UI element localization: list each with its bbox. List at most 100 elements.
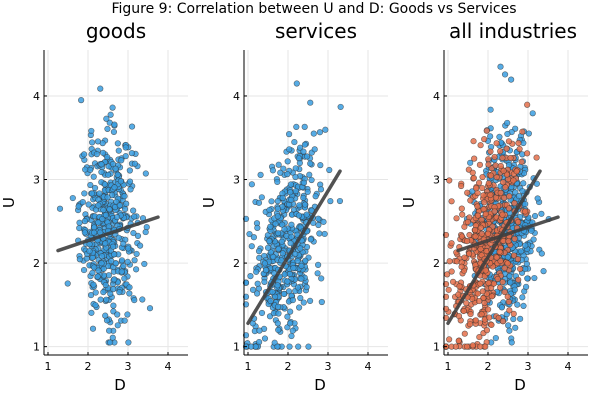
data-point — [528, 227, 535, 234]
data-point — [515, 139, 522, 147]
data-point — [131, 160, 138, 167]
data-point — [261, 260, 269, 267]
x-axis-label: D — [314, 376, 326, 394]
data-point — [109, 104, 116, 111]
data-point — [510, 177, 517, 184]
data-point — [442, 281, 450, 288]
data-point — [131, 257, 138, 264]
data-point — [111, 276, 118, 283]
data-point — [497, 284, 504, 291]
data-point — [256, 254, 263, 261]
data-point — [100, 265, 107, 272]
data-point — [297, 245, 304, 252]
data-point — [453, 215, 460, 222]
data-point — [517, 265, 524, 273]
data-point — [306, 297, 314, 305]
data-point — [76, 219, 83, 226]
data-point — [118, 157, 125, 164]
data-point — [106, 327, 113, 334]
data-point — [281, 271, 288, 278]
data-point — [463, 300, 470, 307]
data-point — [501, 288, 508, 296]
data-point — [272, 220, 279, 227]
data-point — [295, 343, 302, 350]
data-point — [292, 173, 299, 181]
data-point — [115, 234, 122, 241]
data-point — [293, 123, 300, 131]
data-point — [485, 161, 492, 168]
data-point — [301, 141, 309, 148]
data-point — [538, 250, 545, 257]
data-point — [93, 151, 100, 158]
fit-line — [56, 215, 160, 253]
data-point — [500, 179, 507, 186]
data-point — [288, 233, 295, 240]
data-point — [490, 280, 497, 287]
panel-3: 1 2 3 4 1 2 3 4 all industries D U — [400, 19, 588, 394]
data-point — [479, 173, 486, 181]
data-point — [275, 161, 282, 168]
data-point — [294, 284, 302, 291]
data-point — [487, 133, 494, 140]
data-point — [452, 343, 459, 350]
data-point — [301, 123, 308, 130]
data-point — [522, 283, 530, 290]
data-point — [472, 317, 479, 324]
data-point — [115, 147, 122, 154]
data-point — [95, 267, 102, 274]
data-point — [88, 127, 95, 135]
data-point — [301, 201, 309, 208]
data-point — [95, 202, 102, 209]
data-point — [284, 278, 291, 285]
data-point — [111, 184, 118, 191]
data-point — [122, 153, 129, 160]
data-point — [127, 186, 134, 193]
data-point — [491, 208, 498, 215]
data-point — [88, 309, 95, 316]
data-point — [293, 80, 300, 87]
data-point — [460, 307, 467, 315]
data-point — [504, 293, 511, 300]
data-point — [517, 315, 524, 322]
data-point — [307, 99, 314, 106]
data-point — [476, 297, 483, 305]
data-point — [501, 265, 508, 272]
data-point — [304, 188, 311, 196]
data-point — [242, 293, 250, 300]
data-point — [131, 297, 138, 304]
data-point — [479, 288, 486, 295]
data-point — [248, 181, 255, 188]
data-point — [296, 144, 304, 151]
data-point — [133, 250, 140, 258]
data-point — [86, 248, 93, 255]
data-point — [314, 270, 321, 277]
data-point — [501, 194, 508, 202]
y-tick-label: 2 — [233, 257, 240, 270]
data-point — [257, 171, 264, 178]
data-point — [287, 308, 294, 315]
data-point — [513, 168, 520, 175]
data-point — [305, 343, 312, 350]
data-point — [76, 256, 83, 263]
data-point — [100, 289, 107, 296]
data-point — [81, 229, 88, 236]
data-point — [242, 279, 250, 286]
data-point — [505, 205, 513, 212]
data-point — [254, 224, 261, 231]
data-point — [459, 211, 466, 218]
data-point — [94, 138, 102, 145]
data-point — [256, 327, 263, 334]
data-point — [464, 238, 471, 245]
data-point — [300, 194, 307, 201]
data-point — [99, 215, 106, 223]
panel-1: 1 2 3 4 1 2 3 4 goods D U — [0, 19, 188, 394]
data-point — [275, 310, 282, 317]
data-point — [126, 178, 134, 185]
data-point — [292, 250, 299, 257]
data-point — [483, 127, 490, 134]
data-point — [321, 230, 328, 238]
data-point — [133, 266, 140, 273]
data-point — [514, 256, 522, 263]
data-point — [522, 265, 529, 273]
y-tick-label: 3 — [433, 174, 440, 187]
